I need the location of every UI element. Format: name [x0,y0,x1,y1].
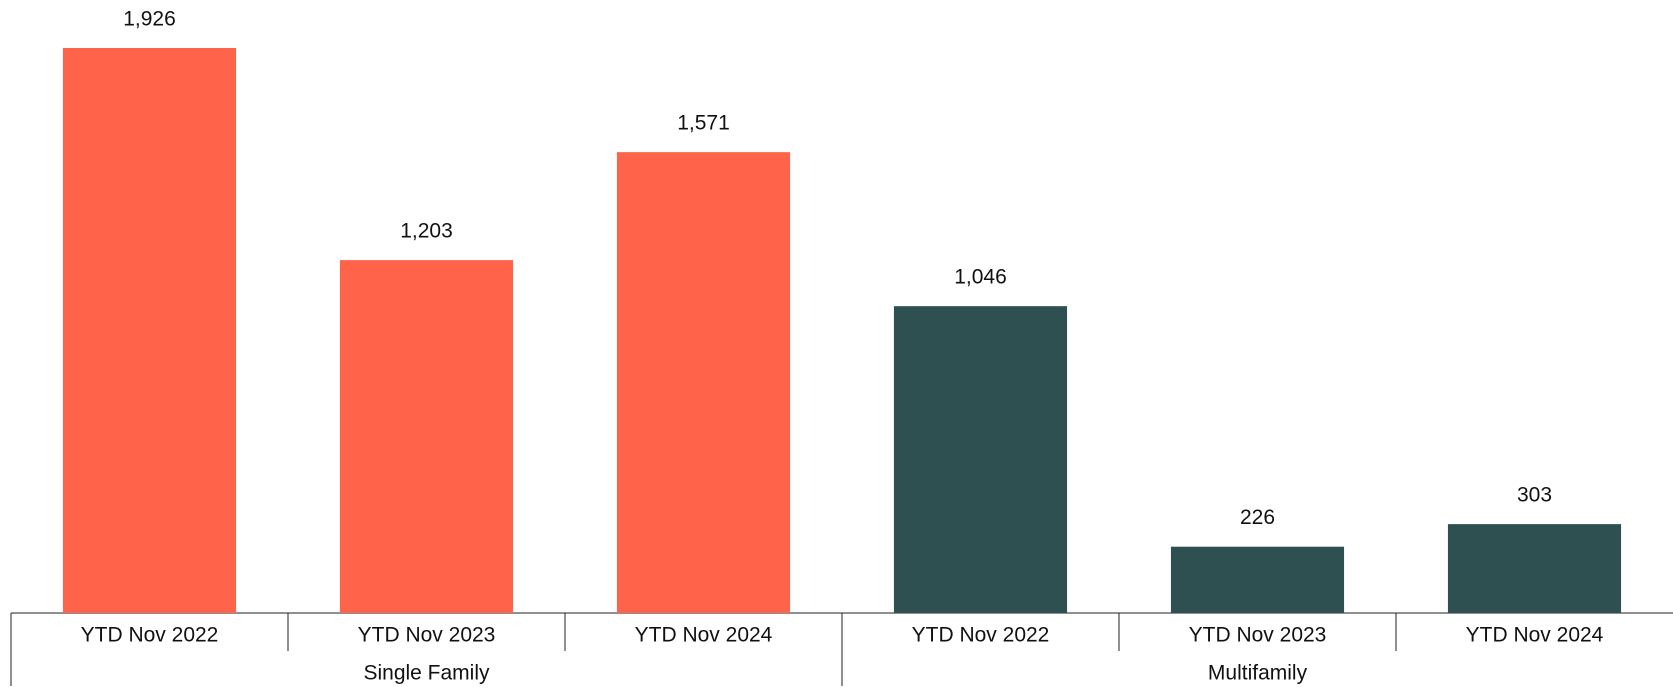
category-label: YTD Nov 2022 [912,624,1050,647]
category-label: YTD Nov 2024 [635,624,773,647]
bar [616,152,791,614]
value-label: 1,203 [400,220,453,243]
value-label: 1,571 [677,112,730,135]
group-label: Single Family [363,662,490,685]
value-label: 303 [1517,484,1552,507]
value-label: 1,926 [123,8,176,31]
value-label: 1,046 [954,266,1007,289]
bar [1447,524,1622,613]
bar [893,306,1068,613]
bar [62,48,237,613]
category-label: YTD Nov 2023 [1189,624,1327,647]
group-label: Multifamily [1208,662,1308,685]
category-label: YTD Nov 2023 [358,624,496,647]
category-label: YTD Nov 2024 [1466,624,1604,647]
value-label: 226 [1240,506,1275,529]
bar [1170,546,1345,613]
category-label: YTD Nov 2022 [81,624,219,647]
bar [339,260,514,613]
